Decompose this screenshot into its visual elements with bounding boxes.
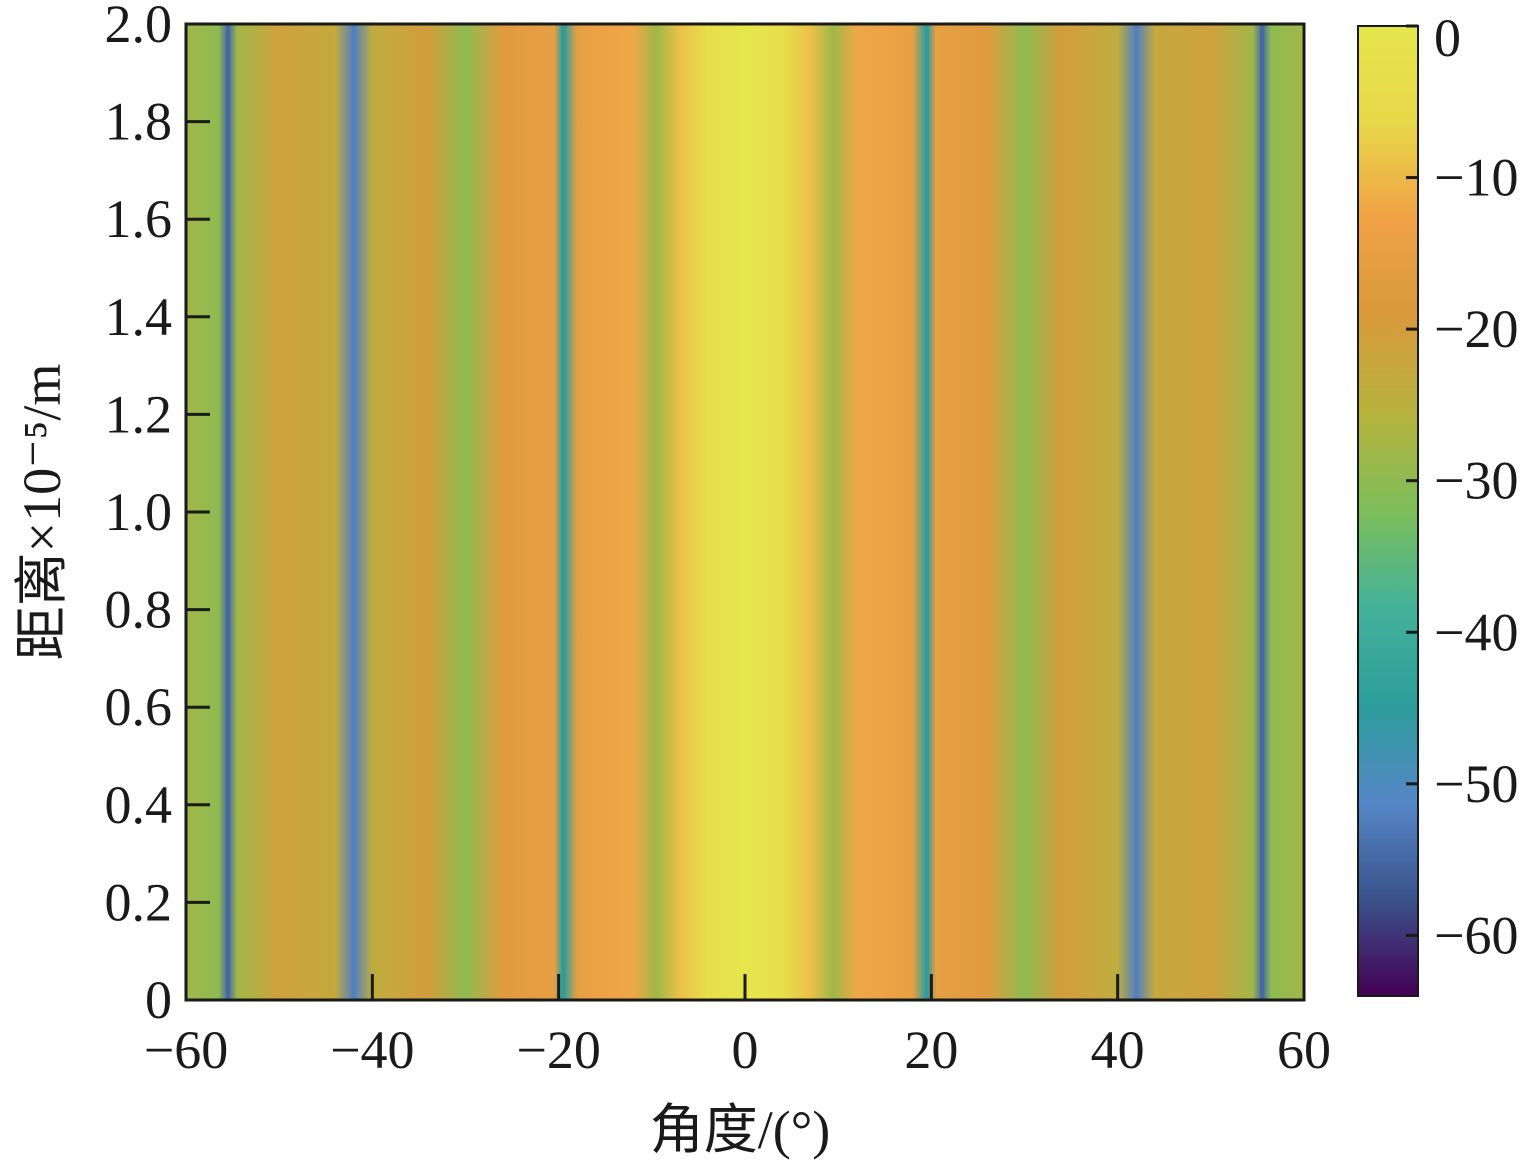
colorbar-tick-label: −50 [1434, 754, 1518, 814]
colorbar-tick-label: −60 [1434, 905, 1518, 965]
y-tick-label: 0 [145, 970, 172, 1030]
y-tick-label: 1.4 [105, 287, 173, 347]
x-axis-label: 角度/(°) [650, 1100, 831, 1160]
y-tick-label: 0.6 [105, 677, 173, 737]
colorbar-ticks: 0 −10 −20 −30 −40 −50 −60 [1406, 8, 1518, 965]
y-tick-label: 0.8 [105, 580, 173, 640]
x-tick-label: 0 [732, 1020, 759, 1080]
plot-area: −60 −40 −20 0 20 40 60 0 0.2 0.4 0.6 0.8 1.0 1.2 1.4 1… [105, 0, 1332, 1080]
y-tick-label: 1.6 [105, 189, 173, 249]
colorbar-tick-label: −10 [1434, 148, 1518, 208]
y-tick-label: 0.4 [105, 775, 173, 835]
x-tick-label: 60 [1277, 1020, 1331, 1080]
colorbar-tick-label: −40 [1434, 602, 1518, 662]
x-tick-label: −20 [516, 1020, 600, 1080]
y-tick-label: 1.8 [105, 92, 173, 152]
x-tick-label: −60 [144, 1020, 228, 1080]
y-axis-label: 距离×10⁻⁵/m [12, 364, 72, 661]
x-tick-label: −40 [330, 1020, 414, 1080]
x-tick-label: 20 [904, 1020, 958, 1080]
colorbar-gradient [1357, 25, 1419, 997]
y-tick-label: 0.2 [105, 872, 173, 932]
colorbar-tick-label: −30 [1434, 451, 1518, 511]
y-tick-label: 2.0 [105, 0, 173, 54]
colorbar-tick-label: −20 [1434, 299, 1518, 359]
heatmap-field [186, 24, 1304, 1000]
null-lines [225, 24, 1265, 1000]
y-tick-label: 1.2 [105, 384, 173, 444]
colorbar-tick-label: 0 [1434, 8, 1461, 68]
y-ticks: 0 0.2 0.4 0.6 0.8 1.0 1.2 1.4 1.6 1.8 2.0 [105, 0, 210, 1030]
x-tick-label: 40 [1091, 1020, 1145, 1080]
x-ticks: −60 −40 −20 0 20 40 60 [144, 974, 1331, 1080]
colorbar: 0 −10 −20 −30 −40 −50 −60 [1357, 8, 1518, 997]
y-tick-label: 1.0 [105, 482, 173, 542]
